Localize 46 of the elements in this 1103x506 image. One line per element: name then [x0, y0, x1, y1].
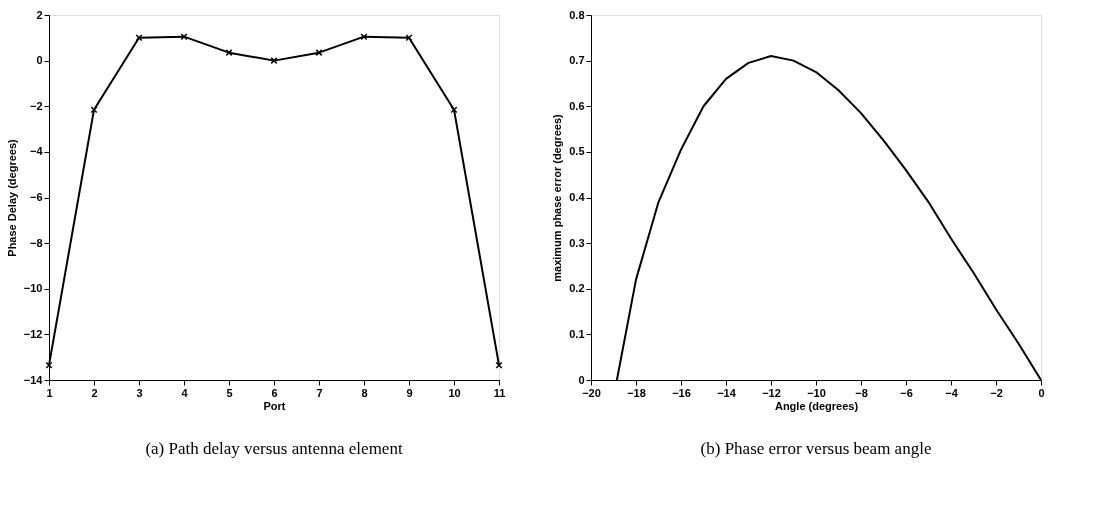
y-axis-title: maximum phase error (degrees)	[551, 113, 564, 282]
x-tick-label: 5	[226, 386, 233, 399]
y-axis-title: Phase Delay (degrees)	[5, 138, 18, 257]
y-tick-label: 0.2	[569, 282, 585, 295]
x-axis-title: Angle (degrees)	[774, 399, 859, 412]
x-tick-label: 4	[181, 386, 189, 399]
x-tick-label: −14	[717, 386, 737, 399]
x-tick-label: −20	[582, 386, 601, 399]
x-tick-label: 1	[46, 386, 53, 399]
x-tick-label: −16	[672, 386, 691, 399]
x-tick-label: −10	[807, 386, 826, 399]
y-tick-label: −10	[23, 282, 43, 295]
x-tick-label: −8	[855, 386, 868, 399]
y-tick-label: −2	[29, 99, 43, 112]
x-axis-title: Port	[263, 399, 286, 412]
y-tick-label: −8	[29, 236, 43, 249]
y-tick-label: −12	[23, 327, 43, 340]
x-tick-label: 10	[448, 386, 461, 399]
x-tick-label: 3	[136, 386, 143, 399]
y-tick-label: 0	[36, 54, 43, 67]
x-tick-label: 0	[1038, 386, 1045, 399]
y-tick-label: −4	[29, 145, 44, 158]
x-tick-label: 11	[493, 386, 506, 399]
y-tick-label: 2	[36, 8, 43, 21]
x-tick-label: 7	[316, 386, 323, 399]
y-tick-label: 0.7	[569, 54, 585, 67]
y-tick-label: 0.1	[569, 327, 585, 340]
x-tick-label: −18	[627, 386, 646, 399]
x-tick-label: −12	[762, 386, 781, 399]
y-tick-label: 0.8	[569, 8, 585, 21]
x-tick-label: −4	[945, 386, 959, 399]
x-tick-label: 8	[361, 386, 368, 399]
y-tick-label: 0.4	[569, 191, 586, 203]
y-tick-label: 0.5	[569, 145, 585, 158]
y-tick-label: 0.3	[569, 236, 585, 249]
y-tick-label: −14	[23, 373, 44, 386]
x-tick-label: −2	[990, 386, 1003, 399]
x-tick-label: 9	[406, 386, 413, 399]
text: (b) Phase error versus beam angle	[700, 439, 932, 458]
x-tick-label: 2	[91, 386, 98, 399]
x-tick-label: −6	[900, 386, 913, 399]
text: (a) Path delay versus antenna element	[145, 439, 403, 458]
y-tick-label: 0.6	[569, 99, 585, 112]
y-tick-label: 0	[578, 373, 585, 386]
y-tick-label: −6	[29, 191, 43, 203]
x-tick-label: 6	[271, 386, 278, 399]
